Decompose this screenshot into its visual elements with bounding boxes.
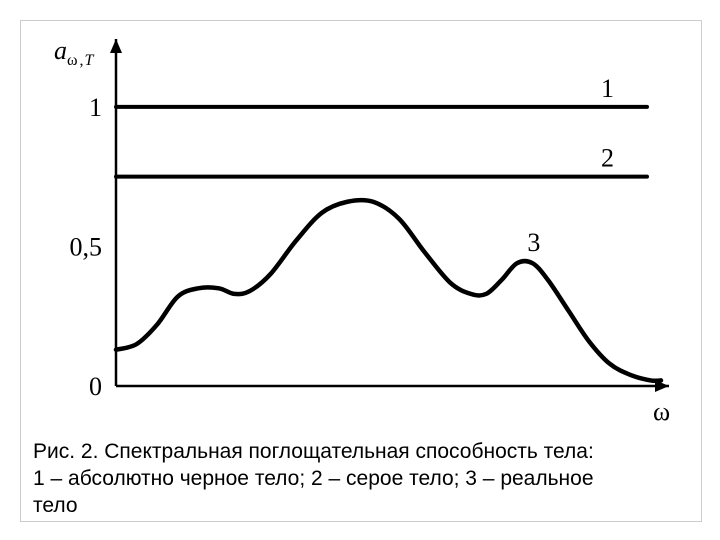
caption-line-3: тело <box>33 494 78 517</box>
figure-caption: Рис. 2. Спектральная поглощательная спос… <box>33 439 689 520</box>
chart-svg: aω,T ω 0 0,5 1 1 2 3 <box>21 21 701 431</box>
figure-frame: aω,T ω 0 0,5 1 1 2 3 Рис. 2. Спектральная погло… <box>20 20 702 522</box>
y-tick-label: 0 <box>89 372 102 401</box>
series-2-label: 2 <box>601 144 614 173</box>
chart-area: aω,T ω 0 0,5 1 1 2 3 <box>21 21 701 431</box>
y-tick-label: 0,5 <box>70 232 103 261</box>
y-axis-title: aω,T <box>54 36 95 69</box>
y-axis-arrow-icon <box>110 39 122 53</box>
caption-line-1: Рис. 2. Спектральная поглощательная спос… <box>33 440 594 463</box>
series-1-label: 1 <box>601 74 614 103</box>
caption-line-2: 1 – абсолютно черное тело; 2 – серое тел… <box>33 467 594 490</box>
x-axis-title: ω <box>653 397 670 426</box>
y-tick-label: 1 <box>89 93 102 122</box>
series-3-curve <box>116 200 661 381</box>
series-3-label: 3 <box>527 228 540 257</box>
